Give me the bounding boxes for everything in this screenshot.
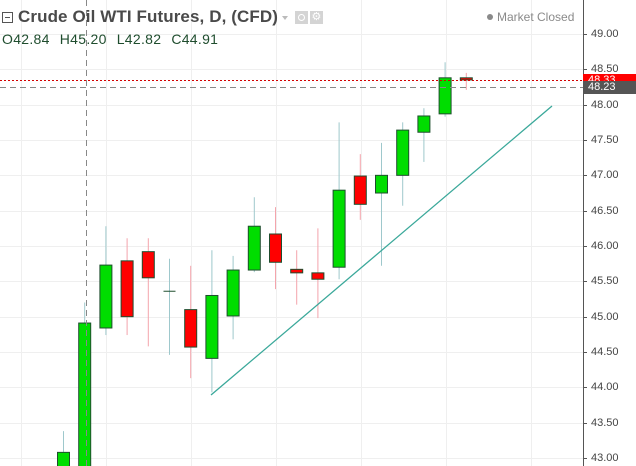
tick-label: 44.00 <box>591 381 619 393</box>
candle <box>78 302 92 466</box>
candle <box>247 197 261 273</box>
grid <box>0 0 583 466</box>
gear-icon: ⚙ <box>311 10 322 23</box>
settings-button[interactable]: ⚙ <box>309 10 323 24</box>
symbol-title[interactable]: Crude Oil WTI Futures, D, (CFD) <box>18 7 278 26</box>
crosshair-price-tag: 48.23 <box>583 81 636 94</box>
tick-label: 46.00 <box>591 240 619 252</box>
candle <box>120 238 134 336</box>
eye-icon <box>297 13 305 21</box>
candle <box>459 72 473 90</box>
tick-label: 45.50 <box>591 275 619 287</box>
tick-mark <box>583 352 587 353</box>
tick-label: 46.50 <box>591 205 619 217</box>
tick-label: 49.00 <box>591 28 619 40</box>
tick-mark <box>583 34 587 35</box>
price-axis[interactable]: 49.00 48.50 48.00 47.50 47.00 46.50 46.00 45.50… <box>583 0 636 466</box>
tick-label: 44.50 <box>591 346 619 358</box>
candles <box>57 62 473 466</box>
tick-label: 48.50 <box>591 63 619 75</box>
caret-down-icon[interactable] <box>281 16 288 20</box>
axis-line <box>583 0 584 466</box>
tick-mark <box>583 387 587 388</box>
trendline[interactable] <box>210 105 553 396</box>
tick-mark <box>583 281 587 282</box>
candle <box>269 207 282 290</box>
tick-label: 43.50 <box>591 417 619 429</box>
candle <box>184 265 198 379</box>
tick-mark <box>583 69 587 70</box>
tick-mark <box>583 423 587 424</box>
candle <box>290 250 304 305</box>
tick-label: 47.50 <box>591 134 619 146</box>
tick-label: 47.00 <box>591 169 619 181</box>
tick-label: 48.00 <box>591 99 619 111</box>
candle <box>163 258 176 355</box>
candle <box>311 228 325 319</box>
tick-mark <box>583 458 587 459</box>
candle <box>99 226 113 336</box>
tick-mark <box>583 211 587 212</box>
title-row: Crude Oil WTI Futures, D, (CFD) ⚙ <box>2 7 323 27</box>
candle <box>57 431 70 466</box>
visibility-button[interactable] <box>294 10 308 24</box>
tick-label: 43.00 <box>591 452 619 464</box>
candle <box>375 142 388 266</box>
candle <box>438 62 452 117</box>
candle <box>226 255 240 340</box>
tick-mark <box>583 140 587 141</box>
tick-label: 45.00 <box>591 311 619 323</box>
collapse-icon[interactable] <box>2 11 13 23</box>
candle <box>332 122 346 280</box>
candle <box>141 238 155 347</box>
tick-mark <box>583 105 587 106</box>
tick-mark <box>583 246 587 247</box>
tick-mark <box>583 175 587 176</box>
candle <box>353 154 367 220</box>
candle <box>396 122 410 206</box>
tick-mark <box>583 317 587 318</box>
candle <box>417 108 431 162</box>
candle <box>205 250 219 393</box>
